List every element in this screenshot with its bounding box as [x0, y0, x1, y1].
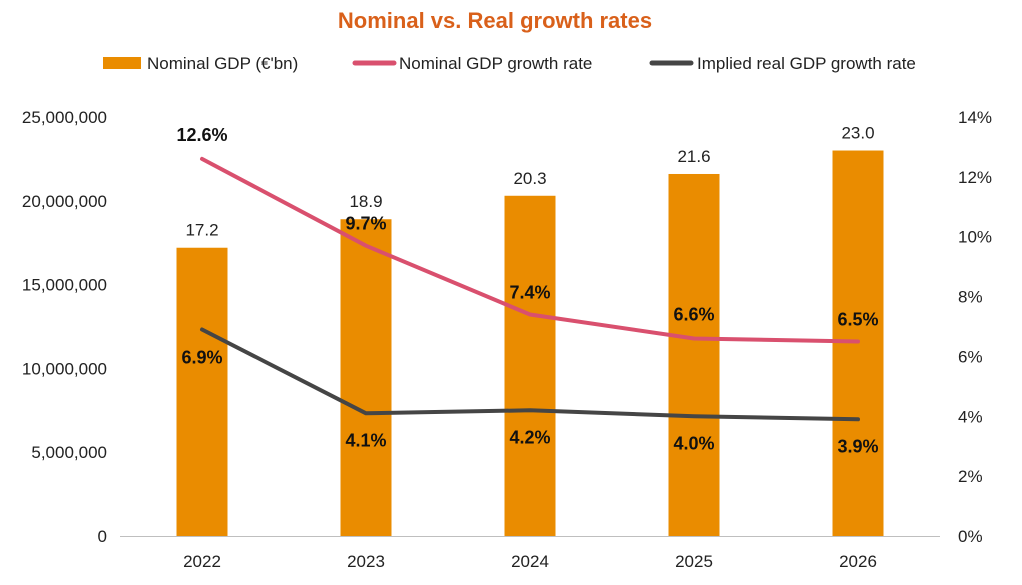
legend-swatch-nominal-gdp: [103, 57, 141, 69]
right-axis-tick-label: 6%: [958, 347, 983, 366]
right-axis-tick-label: 14%: [958, 108, 992, 127]
x-axis-tick-label: 2022: [183, 552, 221, 571]
line-nominal-growth-rate-label: 6.6%: [673, 304, 714, 324]
bar-2022: [176, 247, 228, 536]
x-axis-tick-label: 2025: [675, 552, 713, 571]
line-nominal-growth-rate-label: 7.4%: [509, 283, 550, 303]
bar-value-label: 18.9: [349, 192, 382, 211]
left-axis-tick-label: 15,000,000: [22, 276, 107, 295]
line-nominal-growth-rate: [200, 156, 860, 344]
bar-value-label: 23.0: [841, 124, 874, 143]
left-axis-tick-label: 10,000,000: [22, 359, 107, 378]
line-nominal-growth-rate-label: 9.7%: [345, 214, 386, 234]
left-axis-tick-label: 0: [98, 527, 107, 546]
left-axis-tick-label: 25,000,000: [22, 108, 107, 127]
legend: Nominal GDP (€'bn) Nominal GDP growth ra…: [103, 54, 916, 73]
bar-2024: [504, 195, 556, 536]
data-labels: 17.2 18.9 20.3 21.6 23.0 12.6% 9.7% 7.4% 6.6% 6.5…: [176, 124, 878, 457]
line-real-growth-rate-label: 4.1%: [345, 430, 386, 450]
line-real-growth-rate-label: 6.9%: [181, 347, 222, 367]
line-real-growth-rate: [200, 327, 860, 422]
bar-2023: [340, 219, 392, 536]
left-axis: 0 5,000,000 10,000,000 15,000,000 20,000,000…: [22, 108, 107, 546]
right-axis-tick-label: 0%: [958, 527, 983, 546]
line-real-growth-rate-label: 3.9%: [837, 436, 878, 456]
x-axis-tick-label: 2023: [347, 552, 385, 571]
right-axis-tick-label: 4%: [958, 407, 983, 426]
right-axis-tick-label: 10%: [958, 228, 992, 247]
right-axis-tick-label: 2%: [958, 467, 983, 486]
bar-2025: [668, 173, 720, 536]
right-axis: 0% 2% 4% 6% 8% 10% 12% 14%: [958, 108, 992, 546]
x-axis: 2022 2023 2024 2025 2026: [183, 552, 877, 571]
right-axis-tick-label: 8%: [958, 288, 983, 307]
bar-series-nominal-gdp: [176, 150, 884, 536]
left-axis-tick-label: 5,000,000: [31, 443, 107, 462]
left-axis-tick-label: 20,000,000: [22, 192, 107, 211]
line-nominal-growth-rate-label: 12.6%: [176, 125, 227, 145]
legend-label-nominal-gdp: Nominal GDP (€'bn): [147, 54, 298, 73]
line-real-growth-rate-label: 4.0%: [673, 433, 714, 453]
legend-label-real-rate: Implied real GDP growth rate: [697, 54, 916, 73]
chart-title: Nominal vs. Real growth rates: [338, 8, 652, 33]
bar-value-label: 17.2: [185, 221, 218, 240]
x-axis-tick-label: 2024: [511, 552, 549, 571]
line-nominal-growth-rate-label: 6.5%: [837, 309, 878, 329]
x-axis-tick-label: 2026: [839, 552, 877, 571]
bar-value-label: 20.3: [513, 169, 546, 188]
right-axis-tick-label: 12%: [958, 168, 992, 187]
bar-value-label: 21.6: [677, 147, 710, 166]
line-real-growth-rate-label: 4.2%: [509, 427, 550, 447]
legend-label-nominal-rate: Nominal GDP growth rate: [399, 54, 592, 73]
line-series: [200, 156, 860, 422]
